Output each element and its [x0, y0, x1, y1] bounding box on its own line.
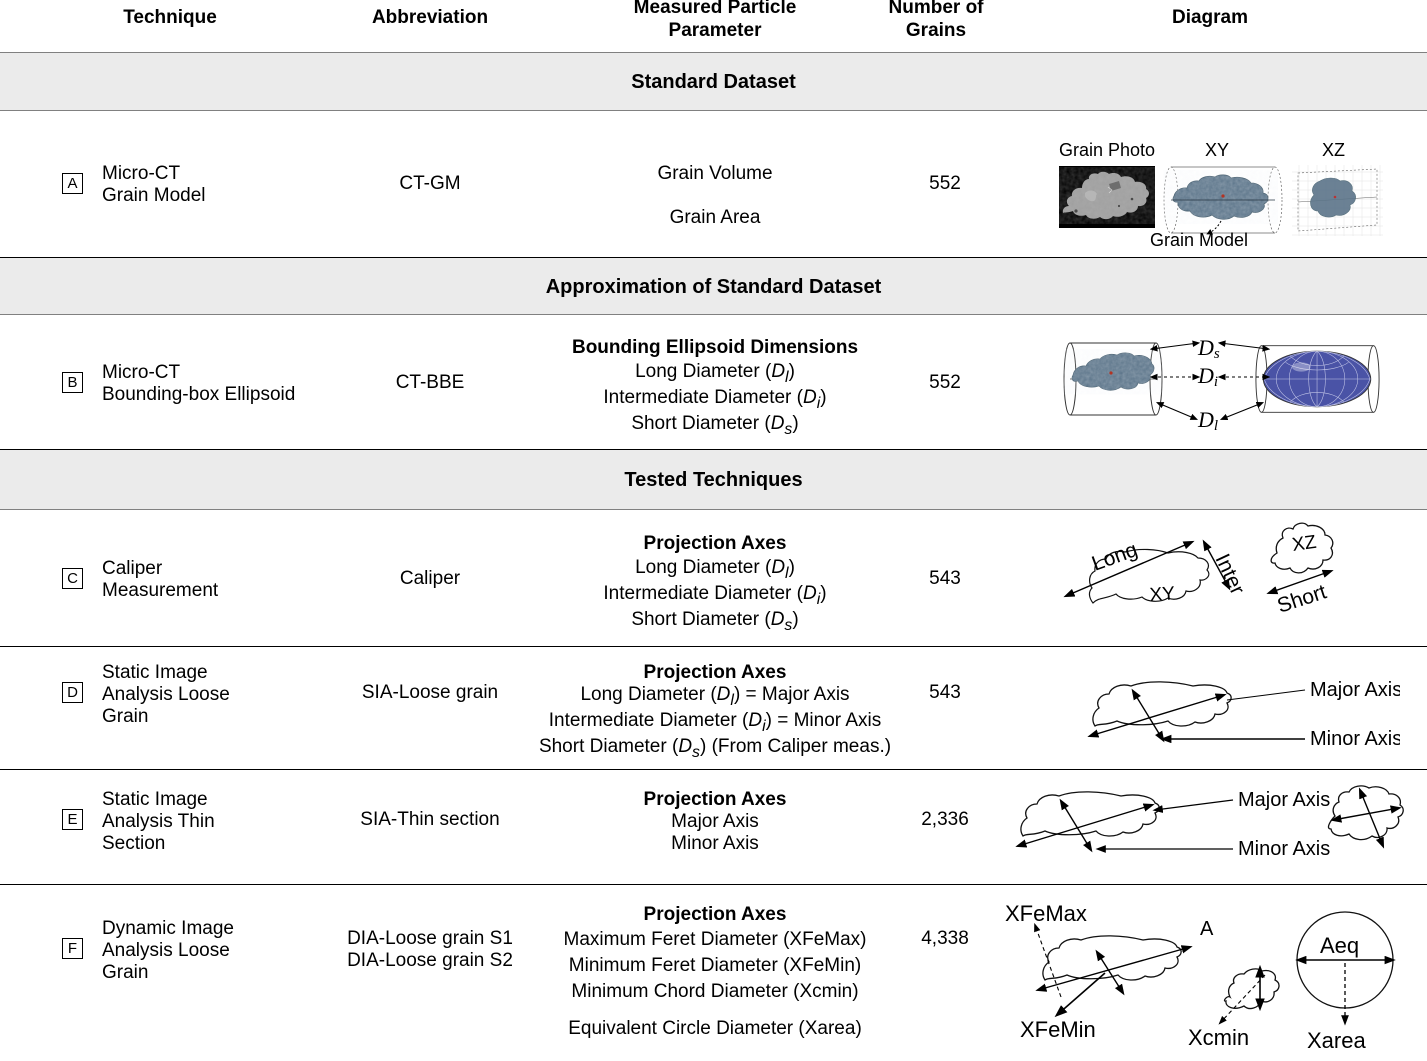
svg-text:XFeMin: XFeMin: [1020, 1017, 1096, 1042]
svg-text:Major Axis: Major Axis: [1310, 679, 1400, 701]
svg-text:A: A: [1200, 918, 1214, 940]
svg-text:Di: Di: [1197, 363, 1218, 390]
svg-text:Xarea: Xarea: [1307, 1028, 1366, 1053]
svg-text:XZ: XZ: [1291, 532, 1318, 556]
svg-text:Ds: Ds: [1197, 335, 1220, 362]
svg-text:XY: XY: [1149, 583, 1176, 606]
svg-text:Inter: Inter: [1210, 550, 1249, 598]
svg-text:Minor Axis: Minor Axis: [1310, 728, 1400, 750]
svg-text:Aeq: Aeq: [1320, 933, 1359, 958]
svg-text:Major Axis: Major Axis: [1238, 789, 1330, 811]
svg-text:Xcmin: Xcmin: [1188, 1025, 1249, 1050]
svg-text:XFeMax: XFeMax: [1005, 905, 1087, 926]
svg-text:Short: Short: [1274, 580, 1329, 617]
svg-text:Minor Axis: Minor Axis: [1238, 838, 1330, 860]
svg-text:Dl: Dl: [1197, 407, 1218, 430]
